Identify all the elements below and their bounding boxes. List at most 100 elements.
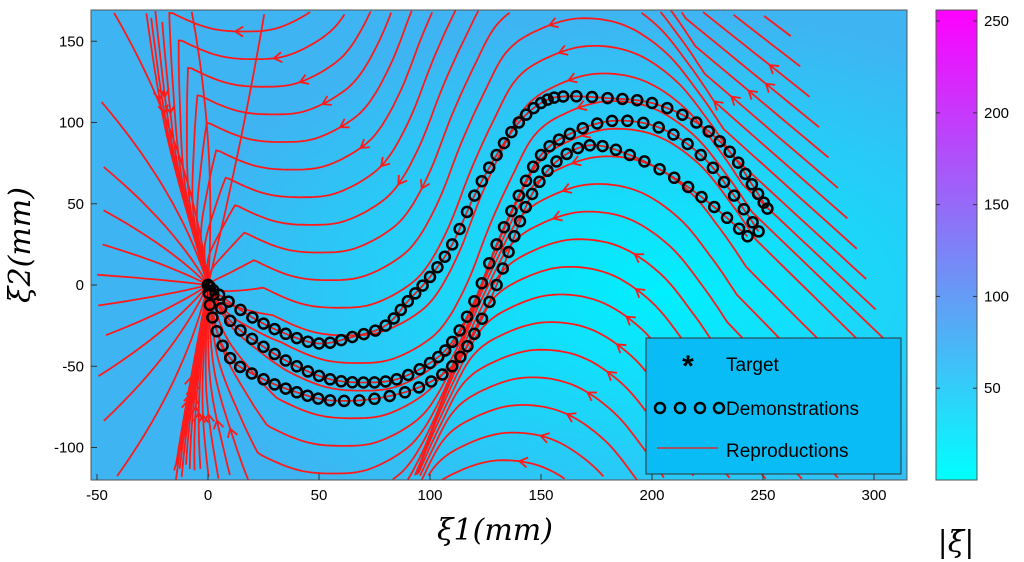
demo-point (290, 360, 304, 373)
y-tick-label: -100 (54, 440, 84, 457)
streamline (207, 210, 862, 475)
demo-point (368, 392, 381, 406)
demo-point (676, 108, 689, 121)
demo-point (732, 222, 746, 235)
demo-point (519, 200, 532, 214)
demo-point (583, 139, 597, 152)
demo-point (453, 324, 466, 337)
stream-arrow (379, 156, 391, 168)
demo-point (413, 363, 426, 376)
demo-point (702, 125, 715, 138)
streamline (659, 11, 839, 189)
streamline (207, 183, 871, 447)
demo-point (667, 171, 681, 185)
streamline (173, 284, 209, 471)
stream-arrow (517, 456, 529, 469)
x-axis-label: ξ1(mm) (437, 513, 553, 548)
demo-point (497, 136, 511, 150)
y-tick-label: 100 (59, 115, 84, 132)
streamline (98, 284, 209, 307)
demo-point (423, 356, 437, 370)
demo-point (623, 148, 637, 162)
reproduction-line (207, 95, 769, 345)
demo-point (652, 121, 665, 134)
streamline (427, 431, 605, 478)
demo-point (301, 389, 314, 402)
demo-point (490, 148, 503, 162)
demo-point (563, 127, 577, 141)
demo-point (727, 189, 741, 202)
demo-point (246, 311, 259, 324)
streamline (419, 376, 665, 479)
demo-point (203, 298, 217, 312)
demo-point (311, 392, 325, 405)
x-axis: -50 0 50 100 150 200 250 300 (86, 474, 887, 504)
demo-point (543, 139, 556, 153)
stream-arrow (625, 315, 636, 326)
stream-arrow (768, 63, 780, 75)
demo-point (337, 394, 351, 408)
demo-point (533, 175, 546, 189)
demo-point (541, 164, 554, 178)
y-tick-label: 0 (76, 277, 84, 294)
streamline (441, 459, 566, 480)
demo-point (233, 360, 247, 374)
demo-point (681, 180, 695, 194)
demo-point (681, 137, 694, 151)
streamline (207, 284, 250, 480)
demo-point (401, 295, 415, 308)
demo-point (723, 145, 736, 159)
demo-point (453, 222, 466, 236)
demo-point (390, 373, 403, 386)
demo-point (645, 96, 659, 110)
demo-point (290, 386, 304, 399)
demo-point (560, 147, 573, 161)
streamline (204, 284, 220, 479)
demo-point (301, 365, 315, 378)
demo-point (720, 211, 734, 225)
demo-point (519, 108, 533, 121)
demo-point (234, 303, 247, 317)
demo-point (519, 174, 533, 188)
streamline (199, 11, 434, 286)
demo-point (436, 368, 449, 381)
demo-point (739, 167, 752, 181)
demo-point (576, 121, 590, 135)
demo-point (585, 90, 599, 104)
streamline (105, 284, 209, 337)
demo-point (445, 238, 459, 251)
target-marker: * (201, 274, 215, 312)
demo-point (216, 339, 229, 352)
demo-point (475, 312, 489, 325)
legend-demo-icon (653, 401, 726, 415)
demo-point (214, 301, 228, 315)
x-tick-label: 0 (204, 487, 212, 504)
demo-point (323, 394, 337, 407)
demo-point (741, 230, 754, 243)
legend-target-icon: * (682, 350, 694, 383)
demo-point (483, 295, 496, 309)
legend-repro-label: Reproductions (726, 441, 849, 462)
streamline (102, 243, 209, 286)
demo-point (653, 162, 666, 176)
stream-arrow (566, 72, 578, 84)
stream-arrow (570, 155, 582, 167)
demo-point (512, 116, 526, 129)
streamline (190, 11, 212, 286)
stream-arrow (606, 370, 618, 382)
x-tick-label: 250 (750, 487, 775, 504)
demo-point (279, 327, 292, 341)
demo-point (713, 135, 727, 148)
demo-point (460, 310, 474, 323)
colorbar-tick-label: 200 (984, 105, 1009, 122)
demo-point (423, 270, 437, 284)
streamline (207, 11, 511, 286)
demo-point (245, 332, 259, 346)
y-axis-label: ξ2(mm) (3, 187, 38, 303)
demo-point (387, 312, 401, 325)
y-tick-label: 150 (59, 33, 84, 50)
streamline (186, 11, 372, 286)
demo-point (496, 262, 510, 275)
colorbar-tick-label: 100 (984, 288, 1009, 305)
